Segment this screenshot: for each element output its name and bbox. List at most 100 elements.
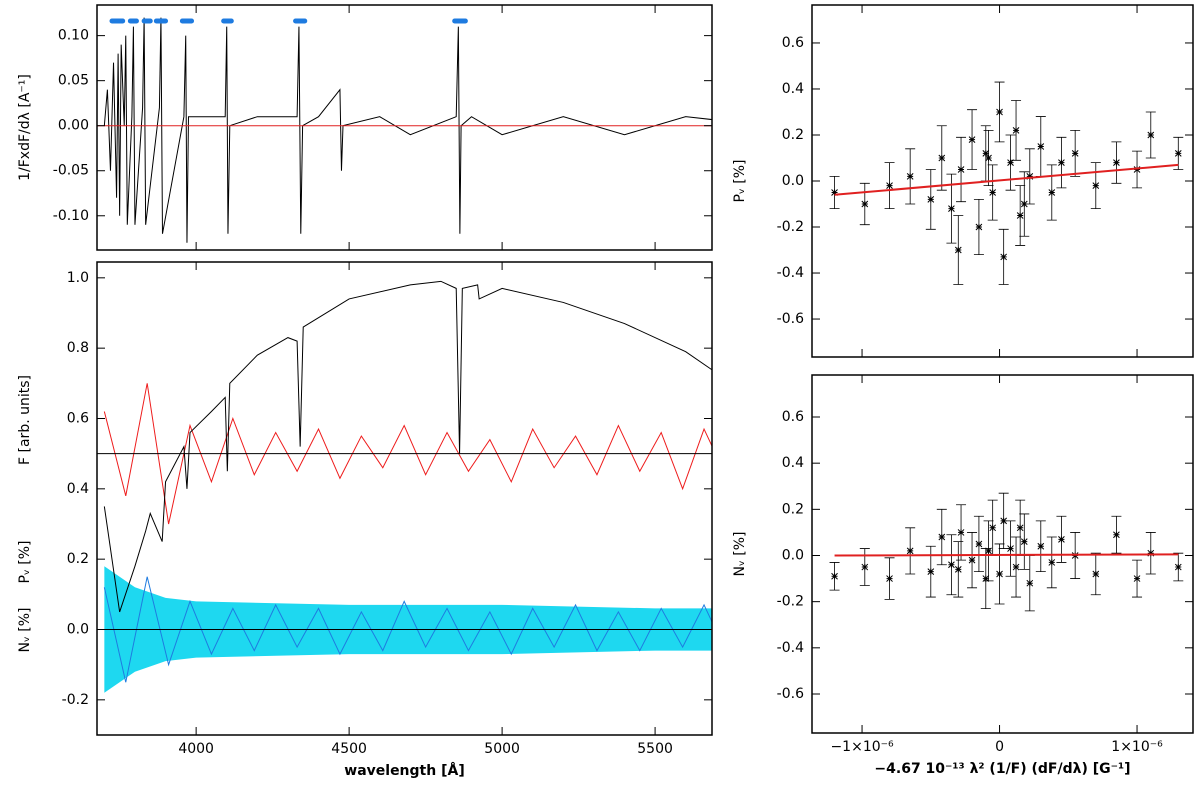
- y-axis-label: F [arb. units]: [17, 375, 33, 465]
- y-tick-label: 0.6: [782, 409, 804, 425]
- data-point: [927, 568, 935, 576]
- data-point: [861, 200, 869, 208]
- data-point: [1007, 545, 1014, 552]
- data-point: [954, 246, 962, 254]
- y-tick-label: 0.2: [782, 127, 804, 143]
- data-point: [982, 575, 990, 582]
- data-point: [1058, 535, 1065, 543]
- data-point: [1012, 563, 1020, 571]
- fit-line: [834, 163, 1179, 196]
- y-tick-label: -0.2: [777, 219, 804, 235]
- spectrum-line: [103, 280, 712, 613]
- data-point: [975, 540, 983, 548]
- y-tick-label: -0.2: [777, 594, 804, 610]
- data-point: [1000, 517, 1008, 525]
- data-point: [861, 563, 869, 571]
- data-point: [996, 570, 1003, 578]
- data-point: [1174, 563, 1182, 571]
- data-point: [1092, 182, 1100, 189]
- data-point: [985, 154, 992, 162]
- data-point: [1016, 524, 1024, 532]
- data-point: [968, 136, 976, 143]
- panel-frame: [811, 4, 1194, 358]
- data-point: [989, 524, 997, 532]
- y-tick-label: 0.05: [58, 73, 89, 89]
- data-point: [938, 533, 946, 541]
- y-axis-label: Pᵥ [%]: [17, 541, 33, 584]
- panel-frame: [811, 374, 1194, 734]
- data-point: [954, 565, 962, 573]
- data-point: [1071, 150, 1079, 157]
- x-tick-label: 0: [995, 739, 1004, 755]
- data-point: [1058, 159, 1065, 166]
- data-point: [831, 572, 838, 580]
- data-point: [927, 196, 935, 203]
- data-point: [1020, 538, 1028, 546]
- data-point: [1037, 143, 1045, 150]
- y-tick-label: -0.10: [53, 208, 89, 224]
- y-tick-label: -0.05: [53, 163, 89, 179]
- y-tick-label: 0.8: [67, 340, 89, 356]
- panel-frame: [96, 4, 713, 251]
- y-tick-label: 0.4: [782, 81, 804, 97]
- data-point: [906, 173, 914, 180]
- data-point: [1113, 531, 1120, 539]
- data-point: [989, 189, 997, 196]
- plot-area: [829, 81, 1184, 285]
- spectrum-line: [103, 576, 712, 683]
- x-tick-label: 5000: [484, 741, 520, 757]
- y-tick-label: 0.10: [58, 28, 89, 44]
- panel-frame: [96, 261, 713, 736]
- y-tick-label: 0.0: [67, 621, 89, 637]
- x-axis-label: wavelength [Å]: [344, 762, 464, 779]
- data-point: [1000, 253, 1008, 261]
- data-point: [1037, 542, 1045, 550]
- y-tick-label: 0.2: [782, 501, 804, 517]
- data-point: [975, 223, 983, 231]
- y-tick-label: 0.4: [67, 481, 89, 497]
- y-axis-label: Pᵥ [%]: [732, 160, 748, 203]
- y-tick-label: 0.0: [782, 548, 804, 564]
- data-point: [1174, 150, 1182, 157]
- data-point: [831, 189, 838, 196]
- data-point: [1133, 575, 1141, 582]
- data-point: [1026, 173, 1034, 180]
- y-axis-label: 1/FxdF/dλ [A⁻¹]: [17, 74, 33, 181]
- x-tick-label: −1×10⁻⁶: [830, 739, 894, 755]
- x-tick-label: 1×10⁻⁶: [1111, 739, 1163, 755]
- y-tick-label: 0.2: [67, 551, 89, 567]
- y-tick-label: 0.4: [782, 455, 804, 471]
- data-point: [886, 182, 893, 189]
- data-point: [1147, 549, 1155, 557]
- data-point: [1048, 559, 1056, 566]
- y-tick-label: -0.6: [777, 686, 804, 702]
- y-tick-label: -0.2: [62, 692, 89, 708]
- data-point: [1133, 166, 1141, 173]
- y-tick-label: -0.4: [777, 640, 804, 656]
- x-tick-label: 5500: [637, 741, 673, 757]
- y-tick-label: -0.6: [777, 311, 804, 327]
- y-tick-label: 1.0: [67, 270, 89, 286]
- data-point: [948, 205, 955, 212]
- data-point: [948, 561, 955, 569]
- x-tick-label: 4500: [331, 741, 367, 757]
- error-band: [104, 629, 712, 693]
- data-point: [985, 547, 992, 555]
- data-point: [1020, 200, 1028, 208]
- data-point: [982, 150, 990, 157]
- y-tick-label: 0.6: [782, 35, 804, 51]
- data-point: [1026, 579, 1034, 587]
- spectrum-line: [103, 17, 712, 243]
- data-point: [1048, 189, 1056, 196]
- error-band: [104, 566, 712, 630]
- data-point: [886, 575, 893, 582]
- data-point: [968, 556, 976, 564]
- data-point: [957, 529, 965, 536]
- plot-area: [97, 17, 712, 243]
- y-axis-label: Nᵥ [%]: [732, 532, 748, 577]
- y-tick-label: 0.6: [67, 410, 89, 426]
- plot-area: [829, 492, 1184, 612]
- y-tick-label: 0.0: [782, 173, 804, 189]
- data-point: [1012, 127, 1020, 134]
